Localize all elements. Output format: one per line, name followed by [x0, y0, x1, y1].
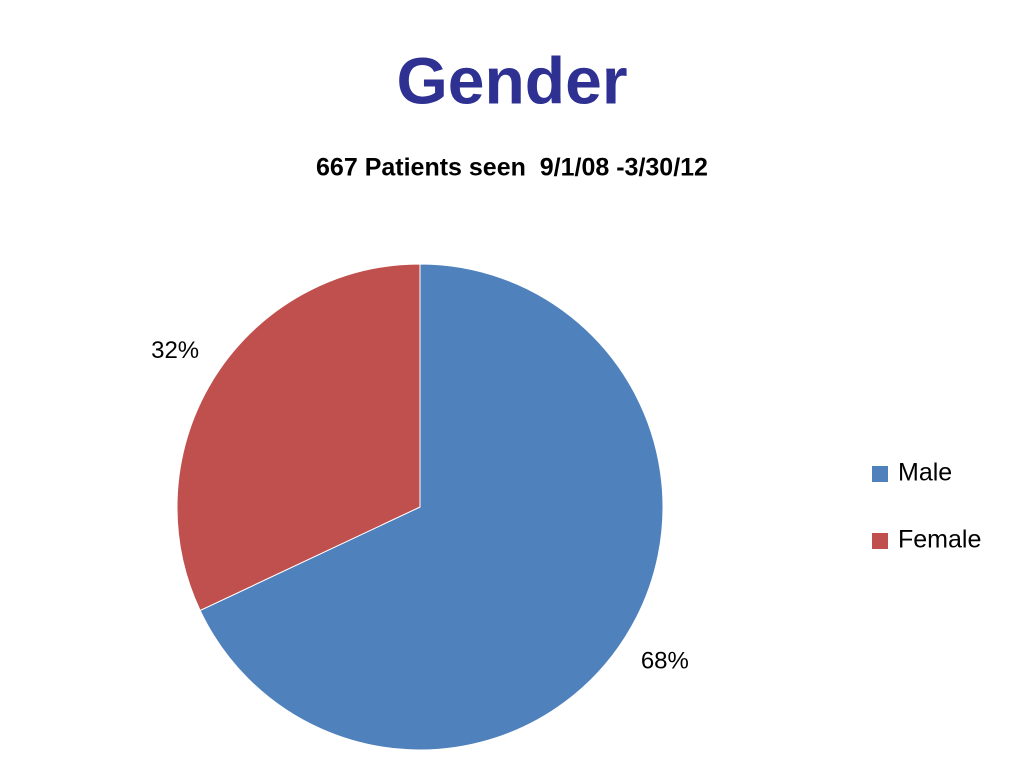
data-label: 32%	[151, 337, 199, 364]
pie-slice	[199, 263, 664, 751]
legend-swatch	[872, 533, 888, 549]
legend-swatch	[872, 466, 888, 482]
chart-title: Gender	[396, 43, 627, 117]
legend-label: Male	[898, 459, 952, 487]
pie-slice	[176, 263, 421, 612]
chart-subtitle: 667 Patients seen 9/1/08 -3/30/12	[316, 154, 708, 182]
legend-label: Female	[898, 526, 981, 554]
data-label: 68%	[641, 648, 689, 675]
